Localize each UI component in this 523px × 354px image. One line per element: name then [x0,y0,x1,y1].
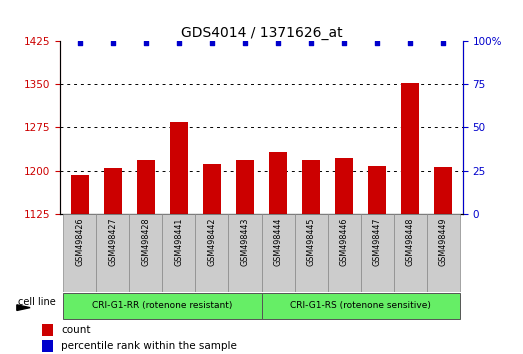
Point [340,40,348,46]
Text: CRI-G1-RR (rotenone resistant): CRI-G1-RR (rotenone resistant) [92,301,233,310]
Bar [130,214,163,292]
Text: GSM498444: GSM498444 [274,217,282,266]
Text: GSM498445: GSM498445 [306,217,315,266]
Point [274,40,282,46]
Point [307,40,315,46]
Text: CRI-G1-RS (rotenone sensitive): CRI-G1-RS (rotenone sensitive) [290,301,431,310]
Text: GSM498448: GSM498448 [405,217,415,266]
Bar [42,324,53,336]
Bar [137,160,155,214]
Bar [71,176,89,214]
Polygon shape [17,305,30,310]
Point [142,40,150,46]
Point [109,40,117,46]
Bar [170,122,188,214]
Bar [327,214,360,292]
Bar [229,214,262,292]
Bar [163,214,196,292]
Point [76,40,84,46]
Text: percentile rank within the sample: percentile rank within the sample [61,341,237,352]
Bar [427,214,460,292]
Bar [401,83,419,214]
Bar [302,160,320,214]
Bar [63,293,262,319]
Point [373,40,381,46]
Bar [42,340,53,353]
Bar [104,169,122,214]
Point [406,40,414,46]
Bar [96,214,130,292]
Bar [262,293,460,319]
Bar [236,160,254,214]
Point [175,40,183,46]
Text: GSM498426: GSM498426 [75,217,84,266]
Bar [63,214,96,292]
Text: GSM498447: GSM498447 [372,217,382,266]
Point [208,40,216,46]
Bar [393,214,427,292]
Bar [294,214,327,292]
Text: GSM498443: GSM498443 [241,217,249,266]
Point [241,40,249,46]
Text: GSM498442: GSM498442 [208,217,217,266]
Bar [360,214,393,292]
Bar [269,152,287,214]
Title: GDS4014 / 1371626_at: GDS4014 / 1371626_at [180,26,343,40]
Bar [196,214,229,292]
Text: GSM498446: GSM498446 [339,217,348,266]
Text: cell line: cell line [18,297,56,307]
Bar [434,167,452,214]
Text: count: count [61,325,90,336]
Text: GSM498427: GSM498427 [108,217,118,266]
Text: GSM498428: GSM498428 [141,217,151,266]
Bar [335,158,353,214]
Bar [203,164,221,214]
Point [439,40,447,46]
Bar [262,214,294,292]
Bar [368,166,386,214]
Text: GSM498441: GSM498441 [175,217,184,266]
Text: GSM498449: GSM498449 [439,217,448,266]
